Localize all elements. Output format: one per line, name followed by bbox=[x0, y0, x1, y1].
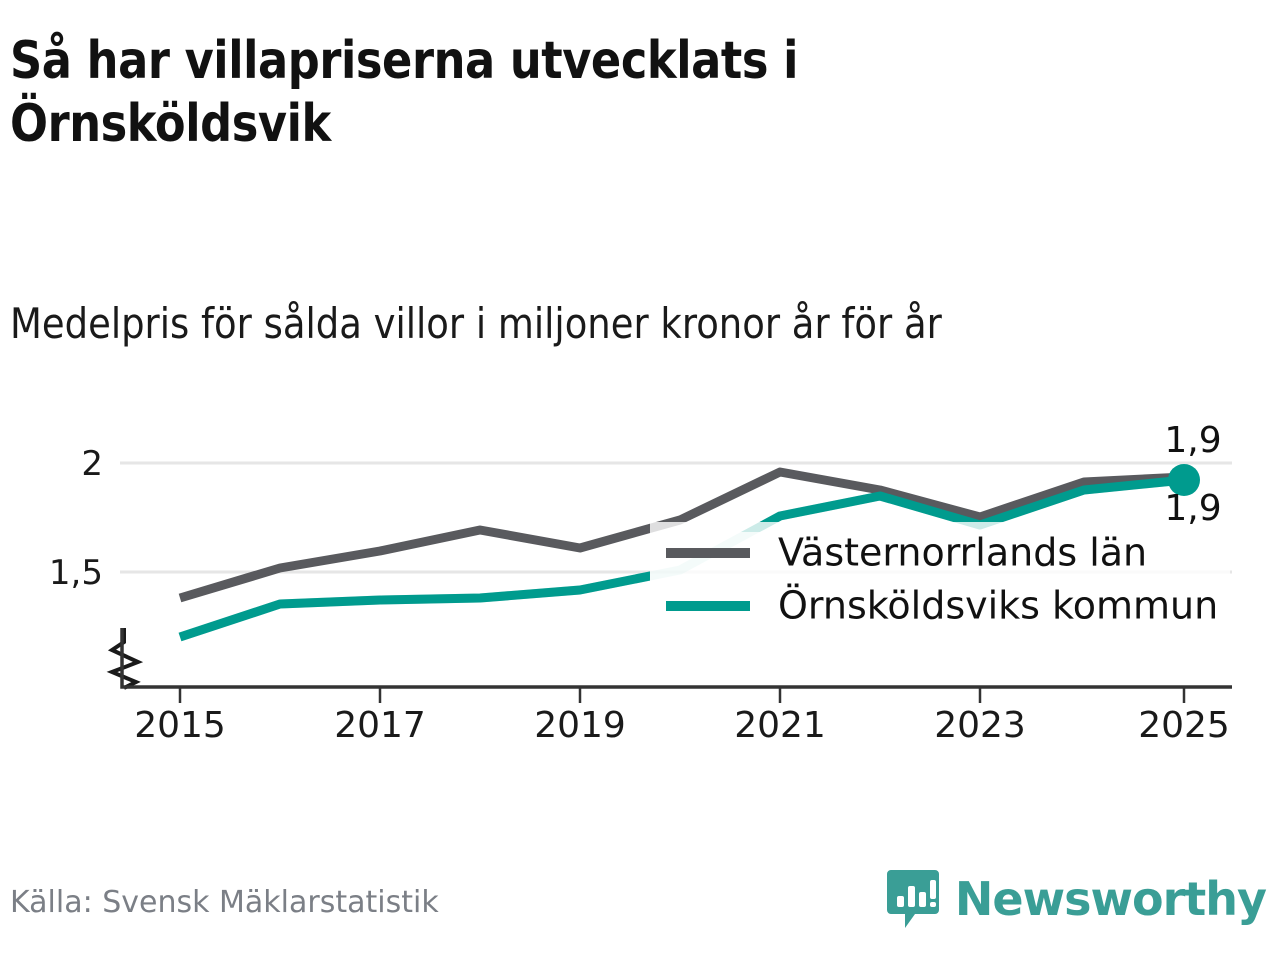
end-label-ornskoldsvik: 1,9 bbox=[1164, 488, 1221, 529]
end-label-vasternorrland: 1,9 bbox=[1164, 420, 1221, 461]
x-tick-label-2017: 2017 bbox=[334, 705, 426, 746]
x-tick-label-2019: 2019 bbox=[534, 705, 626, 746]
legend: Västernorrlands län Örnsköldsviks kommun bbox=[650, 522, 1230, 632]
logo-wordmark: Newsworthy bbox=[954, 872, 1267, 926]
legend-label-ornskoldsvik: Örnsköldsviks kommun bbox=[778, 584, 1218, 628]
x-tick-label-2015: 2015 bbox=[134, 705, 226, 746]
axis-line bbox=[120, 628, 1232, 689]
legend-label-vasternorrland: Västernorrlands län bbox=[778, 531, 1147, 575]
x-tick-label-2021: 2021 bbox=[734, 705, 826, 746]
y-tick-label-2: 2 bbox=[81, 444, 103, 484]
line-chart: 2 1,5 Västernorrlands län Ö bbox=[0, 410, 1280, 760]
x-axis-labels: 2015 2017 2019 2021 2023 2025 bbox=[134, 705, 1230, 746]
y-axis-labels: 2 1,5 bbox=[49, 444, 103, 593]
x-tick-label-2023: 2023 bbox=[934, 705, 1026, 746]
x-tick-label-2025: 2025 bbox=[1138, 705, 1230, 746]
page-title: Så har villapriserna utvecklats i Örnskö… bbox=[10, 31, 799, 155]
series-line-vasternorrland bbox=[178, 467, 1185, 603]
bar-chart-speech-bubble-icon bbox=[886, 870, 939, 928]
chart-svg: 2 1,5 Västernorrlands län Ö bbox=[49, 420, 1232, 746]
page-subtitle: Medelpris för sålda villor i miljoner kr… bbox=[10, 299, 942, 348]
end-marker-ornskoldsvik bbox=[1168, 464, 1200, 496]
newsworthy-logo: Newsworthy bbox=[885, 868, 1267, 930]
x-axis-ticks bbox=[178, 687, 1186, 703]
x-axis: 2015 2017 2019 2021 2023 2025 bbox=[106, 628, 1232, 746]
axis-break-icon bbox=[106, 628, 144, 690]
source-note: Källa: Svensk Mäklarstatistik bbox=[10, 885, 439, 920]
legend-backdrop bbox=[650, 522, 1230, 632]
y-tick-label-1-5: 1,5 bbox=[49, 553, 103, 593]
end-value-labels: 1,9 1,9 bbox=[1164, 420, 1221, 529]
